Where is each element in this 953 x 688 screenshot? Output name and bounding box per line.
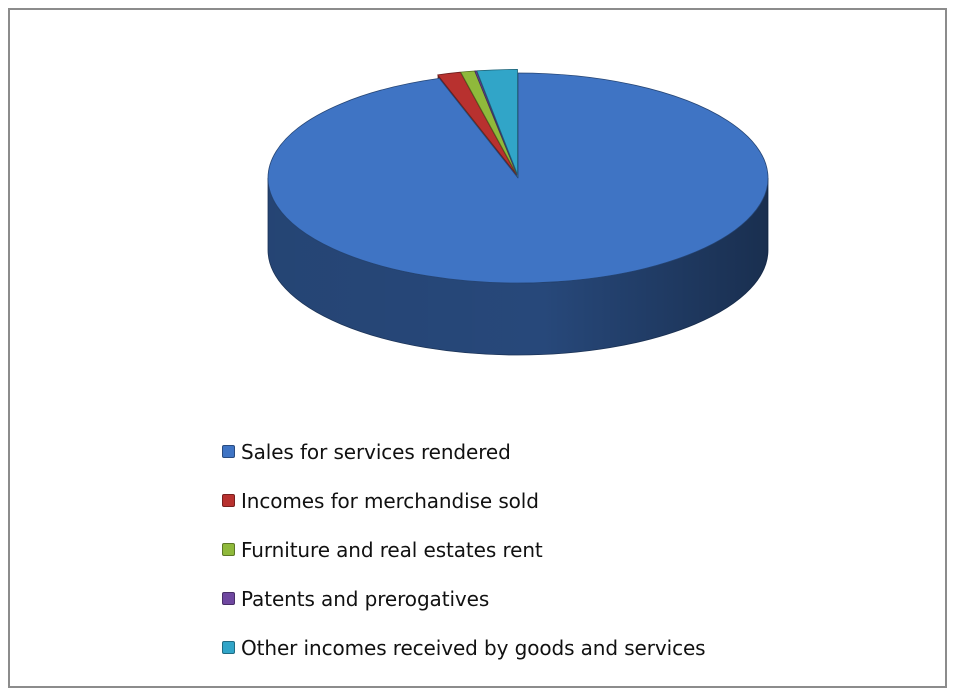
legend-swatch [222,445,235,458]
legend-swatch [222,592,235,605]
pie-slice [476,69,518,175]
pie-side-shade [268,178,768,355]
pie-slice [474,70,518,175]
legend-item: Furniture and real estates rent [222,536,706,585]
legend-label: Patents and prerogatives [241,587,490,611]
pie-slice [437,71,517,175]
legend-label: Incomes for merchandise sold [241,489,539,513]
legend-swatch [222,543,235,556]
pie-tops [267,69,769,284]
pie-slice [267,72,769,284]
legend-item: Sales for services rendered [222,438,706,487]
legend-label: Other incomes received by goods and serv… [241,636,706,660]
legend-item: Patents and prerogatives [222,585,706,634]
legend-swatch [222,641,235,654]
legend-label: Sales for services rendered [241,440,511,464]
chart-legend: Sales for services rendered Incomes for … [222,438,706,683]
legend-item: Other incomes received by goods and serv… [222,634,706,683]
legend-item: Incomes for merchandise sold [222,487,706,536]
legend-label: Furniture and real estates rent [241,538,543,562]
legend-swatch [222,494,235,507]
